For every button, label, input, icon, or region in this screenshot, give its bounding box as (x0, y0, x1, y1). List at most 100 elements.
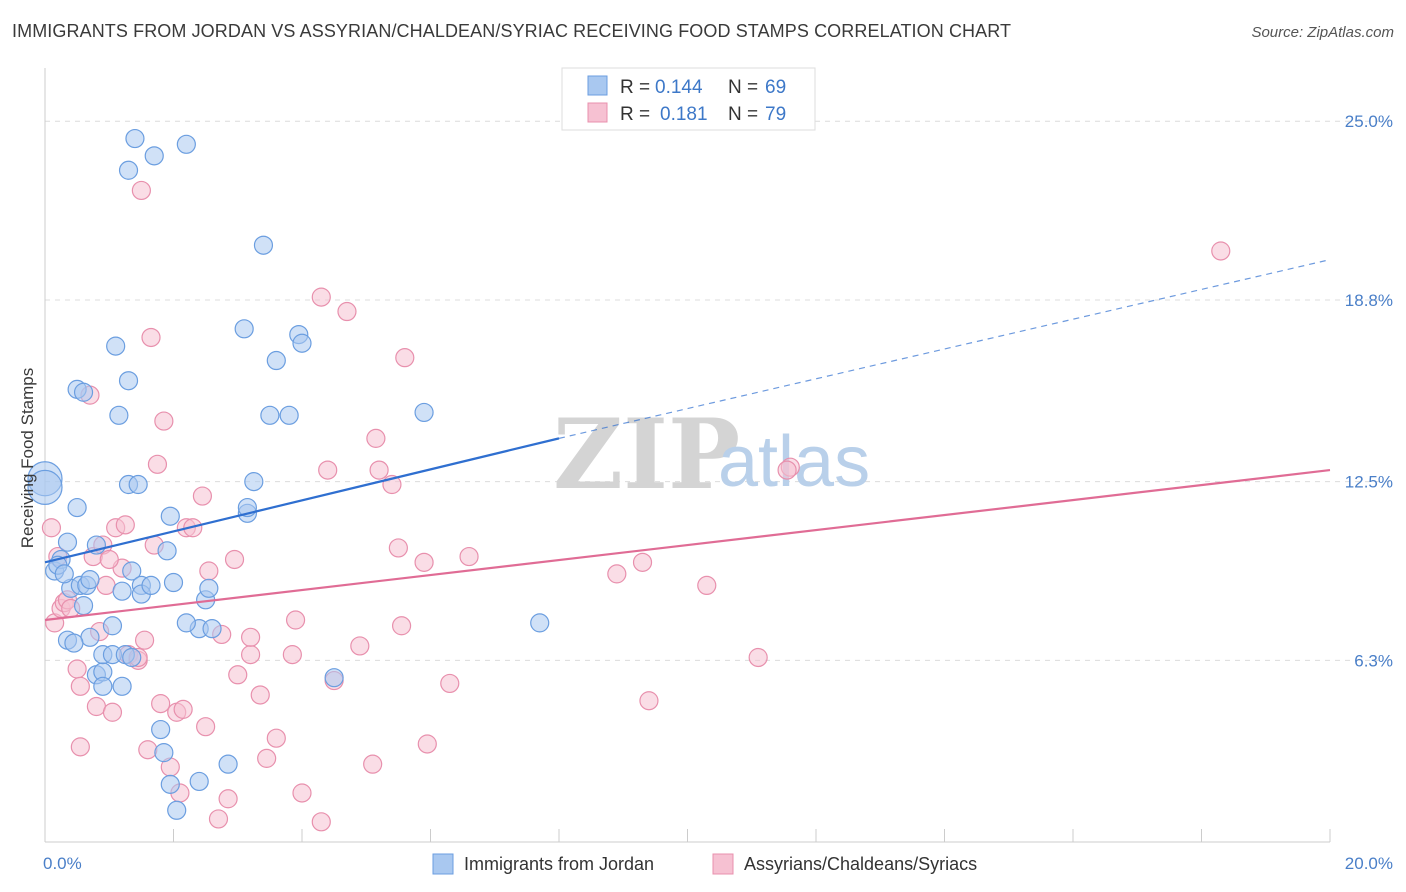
jordan-point-60 (292, 333, 312, 353)
jordan-point-44 (167, 800, 187, 820)
assyrian-point-24 (141, 327, 161, 348)
jordan-point-40 (163, 572, 184, 593)
assyrian-point-27 (151, 694, 171, 714)
assyrian-point-78 (99, 549, 119, 570)
assyrian-point-22 (134, 630, 155, 650)
assyrian-point-23 (138, 740, 158, 760)
jordan-point-37 (176, 134, 196, 154)
jordan-point-57 (266, 350, 286, 371)
y-axis-label: Receiving Food Stamps (18, 368, 37, 548)
y-tick-label-2: 18.8% (1345, 291, 1393, 310)
assyrian-point-63 (395, 348, 415, 368)
legend-top: R = 0.144 N = 69 R = 0.181 N = 79 (561, 67, 816, 131)
assyrian-point-59 (369, 460, 389, 480)
assyrian-point-14 (102, 702, 123, 722)
axes (44, 68, 1331, 843)
legend-r-label-2: R = (620, 104, 650, 125)
assyrian-point-58 (366, 428, 386, 448)
jordan-point-52 (253, 235, 274, 255)
assyrian-point-51 (311, 812, 331, 832)
jordan-point-12 (80, 570, 100, 590)
legend-r-label-1: R = (620, 77, 650, 98)
jordan-point-49 (199, 578, 219, 598)
assyrian-point-48 (282, 645, 302, 665)
jordan-point-41 (151, 719, 171, 740)
tick-labels: 6.3% 12.5% 18.8% 25.0% 0.0% 20.0% (43, 112, 1393, 873)
assyrian-point-13 (96, 575, 116, 596)
chart-title: IMMIGRANTS FROM JORDAN VS ASSYRIAN/CHALD… (12, 21, 1012, 41)
assyrian-point-72 (748, 647, 768, 668)
y-tick-label-3: 25.0% (1345, 112, 1393, 131)
jordan-point-47 (189, 771, 209, 792)
legend-r-value-2: 0.181 (660, 104, 708, 125)
assyrian-point-62 (391, 616, 412, 636)
bottom-legend-label-assyrian: Assyrians/Chaldeans/Syriacs (744, 854, 977, 874)
jordan-point-58 (279, 405, 299, 425)
assyrian-point-10 (86, 696, 107, 717)
jordan-point-1 (27, 469, 63, 505)
assyrian-point-43 (241, 645, 261, 665)
assyrian-point-49 (285, 610, 306, 630)
jordan-point-56 (260, 405, 280, 425)
assyrian-point-61 (388, 538, 408, 558)
jordan-trend-line (44, 437, 560, 564)
jordan-point-34 (125, 128, 145, 149)
jordan-point-63 (530, 613, 550, 633)
x-tick-label-0: 0.0% (43, 854, 82, 873)
assyrian-point-40 (218, 789, 238, 809)
assyrian-point-5 (67, 659, 87, 679)
bottom-legend-swatch-jordan (432, 853, 454, 875)
assyrian-point-28 (154, 411, 174, 431)
bottom-legend-label-jordan: Immigrants from Jordan (464, 854, 654, 874)
jordan-point-38 (160, 506, 180, 526)
jordan-point-29 (128, 474, 148, 495)
jordan-point-18 (93, 676, 113, 696)
jordan-point-46 (202, 619, 222, 639)
jordan-point-19 (112, 676, 132, 696)
jordan-point-7 (73, 382, 94, 402)
legend-n-value-1: 69 (765, 77, 786, 98)
jordan-point-39 (157, 541, 177, 561)
assyrian-point-68 (607, 564, 627, 584)
assyrian-point-52 (311, 287, 331, 307)
watermark: ZIP atlas (553, 398, 870, 511)
x-tick-label-1: 20.0% (1345, 854, 1393, 873)
assyrian-point-57 (363, 754, 383, 774)
jordan-point-51 (234, 319, 254, 339)
grid-lines (45, 120, 1392, 661)
jordan-point-8 (67, 497, 87, 518)
watermark-zip: ZIP (553, 398, 740, 511)
jordan-point-68 (141, 575, 161, 596)
jordan-point-15 (80, 627, 100, 647)
assyrian-point-0 (41, 518, 62, 538)
assyrian-point-74 (777, 460, 797, 480)
assyrian-point-65 (417, 734, 437, 754)
bottom-legend-swatch-assyrian (712, 853, 734, 875)
assyrian-point-71 (697, 575, 717, 596)
assyrian-point-36 (196, 717, 216, 737)
assyrian-point-26 (147, 454, 168, 474)
assyrian-point-21 (131, 180, 151, 201)
assyrian-point-38 (208, 809, 229, 829)
assyrian-point-41 (224, 549, 245, 570)
assyrian-point-32 (173, 699, 193, 719)
trend-lines (44, 259, 1331, 622)
jordan-point-27 (109, 405, 129, 425)
jordan-point-31 (118, 371, 139, 391)
assyrian-point-56 (350, 636, 370, 656)
jordan-point-43 (160, 774, 180, 794)
assyrian-point-47 (266, 728, 286, 748)
jordan-point-13 (73, 595, 94, 616)
jordan-point-65 (112, 581, 132, 601)
assyrian-point-55 (337, 301, 357, 322)
legend-n-label-1: N = (728, 77, 758, 98)
chart-source: Source: ZipAtlas.com (1251, 24, 1394, 41)
assyrian-point-42 (228, 665, 248, 685)
jordan-point-5 (57, 532, 78, 552)
jordan-point-61 (324, 668, 344, 688)
assyrian-point-66 (440, 673, 460, 694)
assyrian-point-50 (292, 783, 312, 803)
assyrian-point-6 (70, 676, 90, 696)
assyrian-point-75 (1211, 241, 1231, 261)
